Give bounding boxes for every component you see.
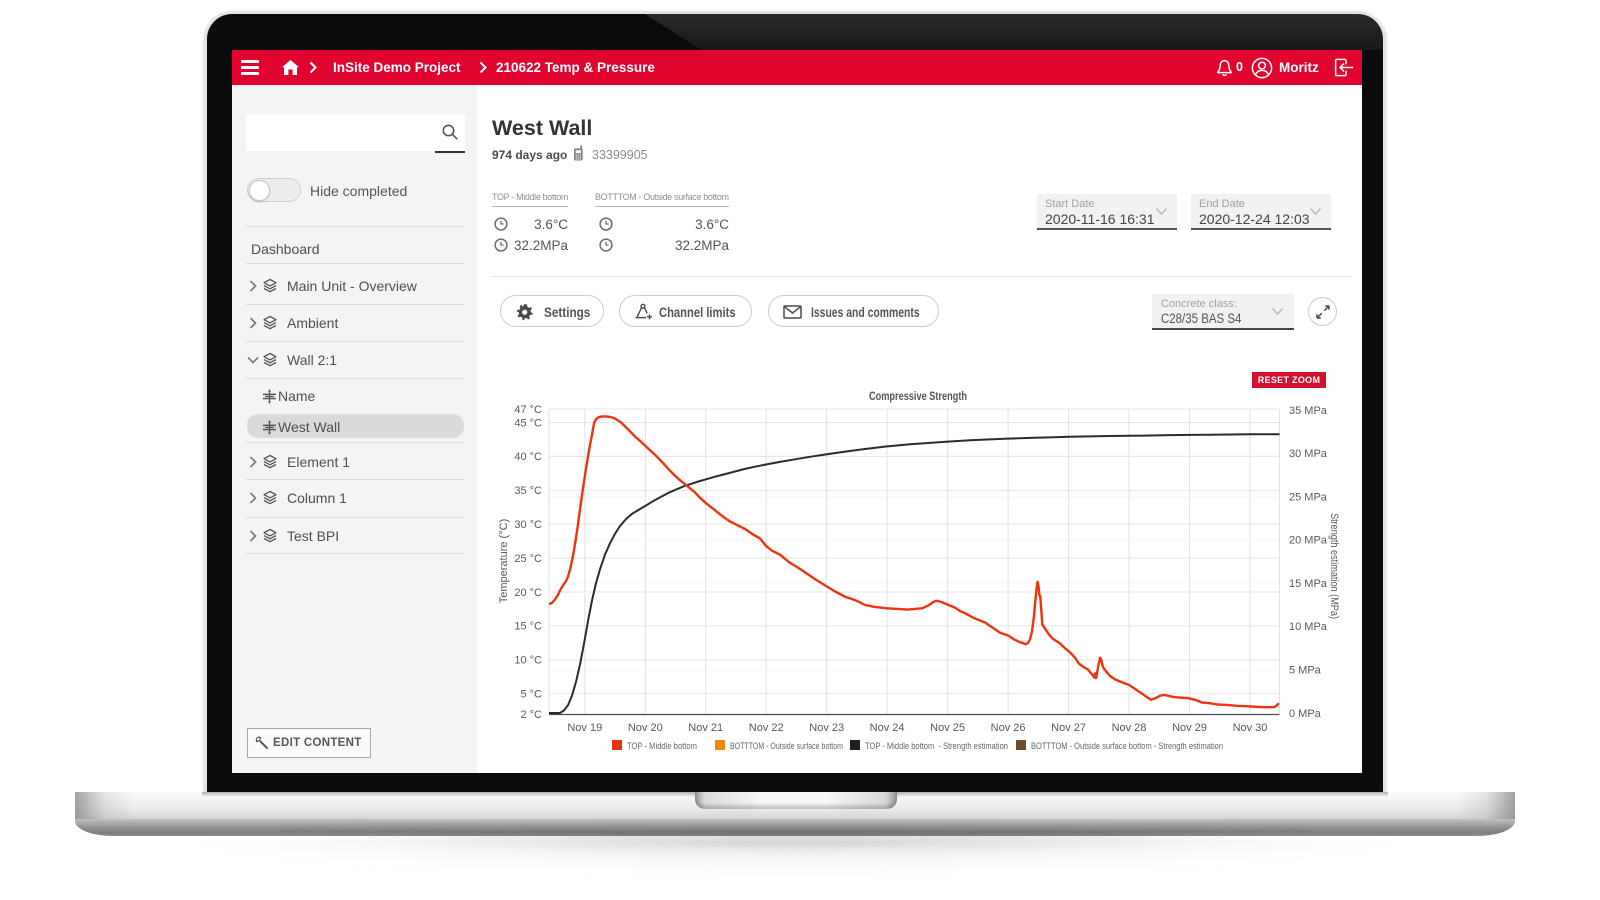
svg-text:0 MPa: 0 MPa <box>1289 708 1322 720</box>
svg-text:Nov 26: Nov 26 <box>991 722 1026 734</box>
svg-text:35 °C: 35 °C <box>514 485 542 497</box>
svg-text:Nov 24: Nov 24 <box>870 722 905 734</box>
svg-text:TOP - Middle bottom: TOP - Middle bottom <box>627 741 697 751</box>
svg-text:Temperature (°C): Temperature (°C) <box>498 519 510 603</box>
svg-text:10 °C: 10 °C <box>514 655 542 667</box>
svg-text:47 °C: 47 °C <box>514 404 542 416</box>
svg-text:25 MPa: 25 MPa <box>1289 491 1328 503</box>
svg-text:15 MPa: 15 MPa <box>1289 578 1328 590</box>
svg-text:TOP - Middle bottom - Strengt: TOP - Middle bottom - Strength estimatio… <box>865 741 1008 751</box>
svg-text:20 MPa: 20 MPa <box>1289 535 1328 547</box>
svg-text:2 °C: 2 °C <box>520 709 542 721</box>
svg-text:Nov 19: Nov 19 <box>567 722 602 734</box>
svg-text:BOTTTOM - Outside surface bott: BOTTTOM - Outside surface bottom <box>730 741 843 751</box>
svg-text:Nov 27: Nov 27 <box>1051 722 1086 734</box>
svg-text:Nov 29: Nov 29 <box>1172 722 1207 734</box>
svg-text:5 °C: 5 °C <box>520 689 542 701</box>
svg-text:30 °C: 30 °C <box>514 519 542 531</box>
svg-text:Nov 30: Nov 30 <box>1233 722 1268 734</box>
svg-text:35 MPa: 35 MPa <box>1289 405 1328 417</box>
svg-text:40 °C: 40 °C <box>514 451 542 463</box>
svg-text:Nov 22: Nov 22 <box>749 722 784 734</box>
svg-text:30 MPa: 30 MPa <box>1289 448 1328 460</box>
svg-text:Nov 25: Nov 25 <box>930 722 965 734</box>
svg-text:Nov 20: Nov 20 <box>628 722 663 734</box>
svg-text:25 °C: 25 °C <box>514 553 542 565</box>
svg-text:Nov 21: Nov 21 <box>688 722 723 734</box>
svg-text:45 °C: 45 °C <box>514 417 542 429</box>
svg-text:Compressive Strength: Compressive Strength <box>869 391 967 403</box>
svg-text:20 °C: 20 °C <box>514 587 542 599</box>
svg-text:15 °C: 15 °C <box>514 621 542 633</box>
svg-text:Strength estimation (MPa): Strength estimation (MPa) <box>1328 513 1340 619</box>
svg-text:Nov 28: Nov 28 <box>1112 722 1147 734</box>
svg-text:10 MPa: 10 MPa <box>1289 621 1328 633</box>
svg-text:BOTTTOM - Outside surface bott: BOTTTOM - Outside surface bottom - Stren… <box>1031 741 1223 751</box>
svg-text:5 MPa: 5 MPa <box>1289 665 1322 677</box>
svg-text:Nov 23: Nov 23 <box>809 722 844 734</box>
